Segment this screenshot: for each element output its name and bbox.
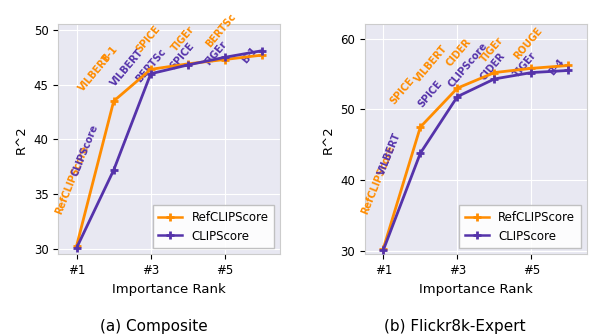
Text: CIDER: CIDER: [444, 37, 473, 68]
Text: CIDER: CIDER: [479, 51, 507, 82]
Text: VILBERT: VILBERT: [109, 47, 146, 88]
Text: SPICE: SPICE: [134, 23, 162, 54]
Legend: RefCLIPScore, CLIPScore: RefCLIPScore, CLIPScore: [459, 205, 581, 248]
Text: B-4: B-4: [547, 56, 566, 77]
Text: (b) Flickr8k-Expert: (b) Flickr8k-Expert: [383, 319, 526, 334]
Text: TIGEr: TIGEr: [203, 39, 230, 68]
Text: SPICE: SPICE: [389, 75, 417, 106]
Text: VILBERT: VILBERT: [377, 131, 403, 177]
Text: ROUGE: ROUGE: [512, 25, 544, 61]
Text: BERTSc: BERTSc: [134, 47, 168, 85]
Text: SPICE: SPICE: [417, 79, 444, 109]
Text: VILBERT: VILBERT: [413, 44, 449, 85]
Text: B-1: B-1: [101, 43, 120, 64]
Text: CLIPScore: CLIPScore: [447, 41, 490, 90]
Text: TIGEr: TIGEr: [170, 24, 196, 53]
Text: RefCLIPScore: RefCLIPScore: [360, 144, 397, 215]
Text: VILBERT: VILBERT: [77, 52, 114, 94]
Text: CLIPScore: CLIPScore: [70, 123, 101, 178]
Text: TIGEr: TIGEr: [479, 35, 506, 64]
Text: TIGEr: TIGEr: [512, 50, 539, 79]
Text: SPICE: SPICE: [169, 41, 196, 71]
X-axis label: Importance Rank: Importance Rank: [113, 283, 226, 296]
Text: B-1: B-1: [240, 45, 259, 65]
X-axis label: Importance Rank: Importance Rank: [419, 283, 533, 296]
Text: RefCLIPScore: RefCLIPScore: [54, 144, 90, 216]
Text: BERTSc: BERTSc: [204, 12, 238, 50]
Y-axis label: R^2: R^2: [321, 125, 335, 154]
Text: (a) Composite: (a) Composite: [100, 319, 207, 334]
Legend: RefCLIPScore, CLIPScore: RefCLIPScore, CLIPScore: [152, 205, 275, 248]
Y-axis label: R^2: R^2: [15, 125, 28, 154]
